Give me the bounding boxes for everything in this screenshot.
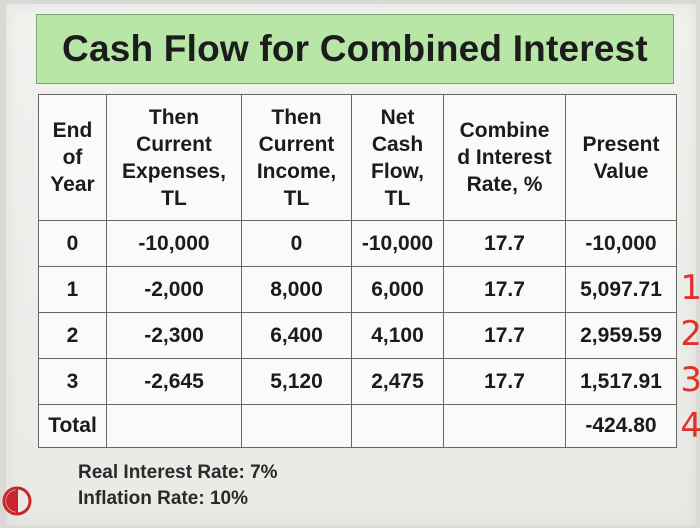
header-line: of	[62, 146, 83, 169]
header-line: Then	[271, 105, 322, 129]
header-line: Value	[593, 159, 649, 183]
slide-title: Cash Flow for Combined Interest	[36, 14, 674, 84]
header-line: Current	[136, 132, 212, 156]
handwritten-mark: 1	[680, 268, 700, 308]
cell-expenses: -2,645	[106, 358, 242, 405]
university-logo-icon	[2, 486, 32, 516]
header-line: TL	[161, 186, 187, 210]
table-row: 1 -2,000 8,000 6,000 17.7 5,097.71 1	[38, 266, 700, 313]
present-value-text: 1,517.91	[580, 369, 662, 393]
cell-net-cash-flow: -10,000	[351, 220, 444, 267]
slide: Cash Flow for Combined Interest End of Y…	[6, 4, 700, 526]
rate-notes: Real Interest Rate: 7% Inflation Rate: 1…	[78, 460, 278, 512]
total-label: Total	[38, 404, 107, 448]
inflation-rate: Inflation Rate: 10%	[78, 488, 248, 509]
cell-interest-rate: 17.7	[443, 312, 566, 359]
real-interest-rate: Real Interest Rate: 7%	[78, 462, 278, 483]
cell-year: 2	[38, 312, 107, 359]
header-line: Expenses,	[122, 159, 226, 183]
total-row: Total -424.80 4	[38, 404, 700, 448]
cell-interest-rate: 17.7	[443, 266, 566, 313]
cell-year: 0	[38, 220, 107, 267]
cash-flow-table: End of Year Then Current Expenses, TL Th…	[38, 94, 700, 448]
table-row: 2 -2,300 6,400 4,100 17.7 2,959.59 2	[38, 312, 700, 359]
header-line: Cash	[371, 132, 424, 156]
header-line: d Interest	[457, 146, 552, 169]
cell-present-value: -10,000	[565, 220, 677, 267]
header-line: Then	[148, 105, 200, 129]
cell-year: 1	[38, 266, 107, 313]
header-line: Current	[258, 132, 335, 156]
cell-present-value: 2,959.59 2	[565, 312, 700, 359]
header-line: Year	[50, 173, 95, 196]
cell-present-value: 1,517.91 3	[565, 358, 700, 405]
header-line: Rate, %	[466, 173, 543, 196]
present-value-text: -10,000	[585, 231, 657, 255]
header-line: Net	[380, 105, 415, 129]
header-line: Present	[582, 132, 660, 156]
cell-present-value: 5,097.71 1	[565, 266, 700, 313]
cell-interest-rate: 17.7	[443, 220, 566, 267]
present-value-text: -424.80	[585, 414, 657, 437]
handwritten-mark: 3	[680, 360, 700, 400]
table-row: 3 -2,645 5,120 2,475 17.7 1,517.91 3	[38, 358, 700, 405]
empty-cell	[351, 404, 444, 448]
header-line: TL	[283, 186, 310, 210]
header-line: Income,	[256, 159, 337, 183]
total-present-value: -424.80 4	[565, 404, 700, 448]
cell-net-cash-flow: 6,000	[351, 266, 444, 313]
cell-expenses: -2,300	[106, 312, 242, 359]
present-value-text: 5,097.71	[580, 277, 662, 301]
header-present-value: Present Value	[565, 94, 677, 221]
cell-expenses: -2,000	[106, 266, 242, 313]
cell-net-cash-flow: 2,475	[351, 358, 444, 405]
handwritten-mark: 2	[680, 314, 700, 354]
cell-income: 8,000	[241, 266, 352, 313]
header-line: TL	[384, 186, 411, 210]
header-line: Flow,	[371, 159, 424, 183]
cell-income: 0	[241, 220, 352, 267]
present-value-text: 2,959.59	[580, 323, 662, 347]
cell-expenses: -10,000	[106, 220, 242, 267]
cell-year: 3	[38, 358, 107, 405]
empty-cell	[443, 404, 566, 448]
table-row: 0 -10,000 0 -10,000 17.7 -10,000	[38, 220, 677, 267]
empty-cell	[241, 404, 352, 448]
cell-interest-rate: 17.7	[443, 358, 566, 405]
header-expenses: Then Current Expenses, TL	[106, 94, 242, 221]
cell-net-cash-flow: 4,100	[351, 312, 444, 359]
header-line: Combine	[459, 119, 550, 142]
cell-income: 6,400	[241, 312, 352, 359]
empty-cell	[106, 404, 242, 448]
table-header-row: End of Year Then Current Expenses, TL Th…	[38, 94, 677, 221]
header-end-of-year: End of Year	[38, 94, 107, 221]
header-line: End	[52, 119, 93, 142]
header-interest-rate: Combine d Interest Rate, %	[443, 94, 566, 221]
header-income: Then Current Income, TL	[241, 94, 352, 221]
header-net-cash-flow: Net Cash Flow, TL	[351, 94, 444, 221]
cell-income: 5,120	[241, 358, 352, 405]
handwritten-mark: 4	[680, 406, 700, 446]
